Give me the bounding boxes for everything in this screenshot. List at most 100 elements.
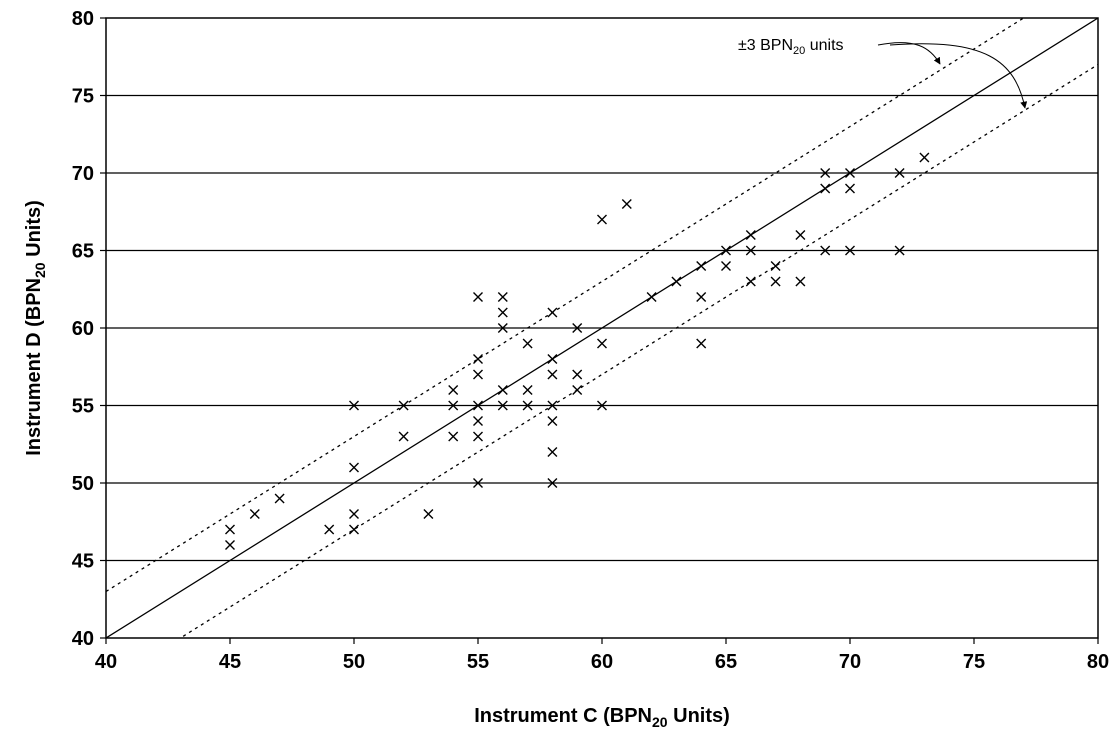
x-tick-label: 60 [591, 651, 613, 673]
x-axis-title-subscript: 20 [652, 714, 668, 730]
data-point [820, 168, 831, 178]
data-point [249, 509, 260, 519]
y-tick-label: 70 [72, 163, 94, 185]
data-point [547, 354, 558, 364]
y-axis-title: Instrument D (BPN20 Units) [23, 200, 48, 456]
data-point [795, 230, 806, 240]
annotation-prefix: ±3 BPN [738, 37, 793, 54]
data-point [497, 292, 508, 302]
data-point [646, 292, 657, 302]
data-point [398, 400, 409, 411]
data-points [225, 152, 930, 550]
x-tick-label: 65 [715, 651, 737, 673]
y-tick-label: 60 [72, 318, 94, 340]
data-point [621, 199, 632, 209]
data-point [448, 385, 459, 395]
data-point [473, 431, 483, 442]
x-axis-title-suffix: Units) [668, 705, 730, 727]
data-point [497, 400, 508, 411]
data-point [770, 276, 781, 287]
data-point [274, 493, 285, 504]
y-tick-label: 50 [72, 473, 94, 495]
data-point [597, 400, 607, 411]
data-point [473, 354, 483, 364]
data-point [820, 183, 831, 194]
data-point [572, 369, 583, 380]
data-point [721, 261, 731, 271]
data-point [696, 261, 707, 271]
data-point [349, 524, 359, 535]
data-point [225, 540, 235, 550]
x-tick-label: 75 [963, 651, 985, 673]
y-tick-label: 75 [72, 86, 94, 108]
tolerance-line-lower [179, 63, 1098, 638]
data-point [349, 509, 359, 519]
data-point [473, 400, 483, 411]
data-point [696, 338, 707, 349]
x-tick-label: 40 [95, 651, 117, 673]
tolerance-line-upper [106, 18, 1025, 593]
data-point [497, 385, 508, 395]
data-point [522, 400, 533, 411]
data-point [894, 245, 905, 256]
data-point [448, 400, 459, 411]
data-point [547, 369, 558, 380]
data-point [745, 230, 756, 240]
data-point [597, 214, 607, 225]
data-point [845, 245, 855, 256]
data-point [696, 292, 707, 302]
data-point [845, 183, 855, 194]
x-axis-title-prefix: Instrument C (BPN [474, 705, 652, 727]
reference-lines [106, 18, 1098, 638]
y-axis-title-prefix: Instrument D (BPN [23, 278, 45, 456]
data-point [448, 431, 459, 442]
data-point [423, 509, 434, 519]
data-point [671, 276, 682, 287]
data-point [497, 307, 508, 318]
data-point [597, 338, 607, 349]
y-tick-label: 55 [72, 396, 94, 418]
y-tick-label: 40 [72, 628, 94, 650]
data-point [522, 338, 533, 349]
x-tick-label: 80 [1087, 651, 1109, 673]
data-point [770, 261, 781, 271]
x-tick-label: 55 [467, 651, 489, 673]
annotation-arrow-lower [889, 43, 1028, 109]
data-point [845, 168, 855, 178]
equality-line [106, 18, 1098, 638]
y-axis-title-subscript: 20 [32, 262, 48, 278]
data-point [745, 276, 756, 287]
data-point [473, 369, 483, 380]
data-point [324, 524, 335, 535]
data-point [473, 416, 483, 426]
y-axis-ticks: 40 45 50 55 60 65 70 75 80 [72, 8, 106, 650]
data-point [225, 524, 235, 535]
annotation-arrow-upper [877, 42, 941, 65]
data-point [820, 245, 831, 256]
y-tick-label: 80 [72, 8, 94, 30]
data-point [547, 307, 558, 318]
x-tick-label: 70 [839, 651, 861, 673]
data-point [894, 168, 905, 178]
data-point [349, 400, 359, 411]
x-axis-title: Instrument C (BPN20 Units) [474, 705, 730, 730]
data-point [547, 416, 558, 426]
annotation-suffix: units [805, 37, 843, 54]
data-point [795, 276, 806, 287]
data-point [745, 245, 756, 256]
data-point [572, 385, 583, 395]
data-point [497, 323, 508, 333]
data-point [522, 385, 533, 395]
y-tick-label: 45 [72, 551, 94, 573]
data-point [398, 431, 409, 442]
y-tick-label: 65 [72, 241, 94, 263]
data-point [547, 400, 558, 411]
x-tick-label: 50 [343, 651, 365, 673]
data-point [349, 462, 359, 473]
annotation-subscript: 20 [793, 45, 805, 57]
data-point [547, 478, 558, 488]
data-point [919, 152, 930, 163]
data-point [572, 323, 583, 333]
x-tick-label: 45 [219, 651, 241, 673]
